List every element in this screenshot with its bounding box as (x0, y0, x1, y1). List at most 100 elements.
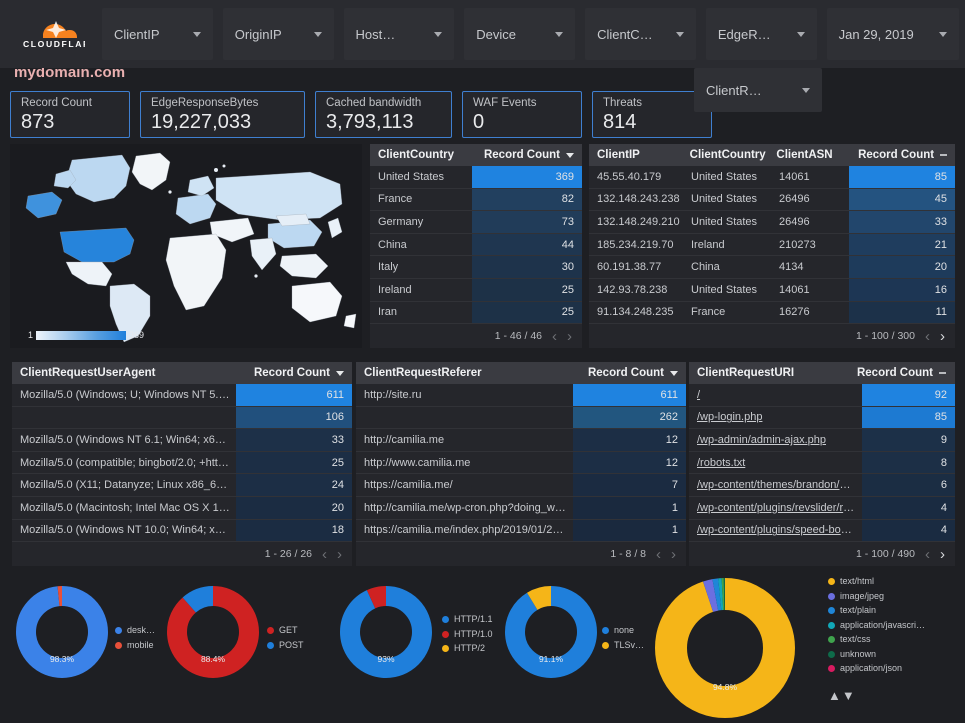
filter-device[interactable]: Device (464, 8, 576, 60)
legend-item[interactable]: HTTP/2 (442, 643, 492, 655)
legend-item[interactable]: POST (267, 640, 304, 652)
table-row[interactable]: Iran 25 (370, 301, 582, 325)
scorecard-record-count[interactable]: Record Count 873 (10, 91, 130, 138)
table-row[interactable]: / 92 (689, 384, 955, 407)
prev-page-button[interactable]: ‹ (656, 545, 661, 563)
next-page-button[interactable]: › (567, 327, 572, 345)
legend-item[interactable]: GET (267, 625, 304, 637)
table-row[interactable]: China 44 (370, 233, 582, 257)
sort-indicator-icon[interactable] (939, 372, 946, 374)
legend-item[interactable]: mobile (115, 640, 155, 652)
legend-item[interactable]: text/html (828, 576, 925, 588)
table-row[interactable]: 91.134.248.235 France 16276 11 (589, 301, 955, 325)
table-row[interactable]: Mozilla/5.0 (Windows; U; Windows NT 5.1;… (12, 384, 352, 407)
table-row[interactable]: http://camilia.me 12 (356, 429, 686, 452)
next-page-button[interactable]: › (940, 327, 945, 345)
filter-originip[interactable]: OriginIP (222, 8, 334, 60)
legend-item[interactable]: text/css (828, 634, 925, 646)
column-header-record-count[interactable]: Record Count (483, 149, 560, 161)
column-header-useragent[interactable]: ClientRequestUserAgent (20, 367, 156, 379)
table-row[interactable]: 185.234.219.70 Ireland 210273 21 (589, 233, 955, 257)
table-row[interactable]: 132.148.249.210 United States 26496 33 (589, 211, 955, 234)
table-row[interactable]: /robots.txt 8 (689, 451, 955, 475)
table-row[interactable]: Mozilla/5.0 (Macintosh; Intel Mac OS X 1… (12, 496, 352, 520)
table-row[interactable]: 106 (12, 406, 352, 430)
column-header-referer[interactable]: ClientRequestReferer (364, 367, 482, 379)
filter-clientcountry[interactable]: ClientC… (585, 8, 696, 60)
legend-item[interactable]: image/jpeg (828, 591, 925, 603)
cell-uri[interactable]: /wp-content/themes/brandon/plu… (697, 479, 862, 492)
legend-item[interactable]: application/json (828, 663, 925, 675)
chart-device-type[interactable]: 98.3% (16, 586, 108, 683)
table-row[interactable]: https://camilia.me/ 7 (356, 474, 686, 497)
column-header-clientip[interactable]: ClientIP (597, 149, 640, 161)
chart-content-type[interactable]: 94.8% (655, 578, 795, 723)
prev-page-button[interactable]: ‹ (322, 545, 327, 563)
table-row[interactable]: 262 (356, 406, 686, 430)
column-header-clientcountry[interactable]: ClientCountry (689, 149, 766, 161)
cell-uri[interactable]: /robots.txt (697, 456, 746, 469)
chart-http-version[interactable]: 93% (340, 586, 432, 683)
table-row[interactable]: 45.55.40.179 United States 14061 85 (589, 166, 955, 189)
sort-caret-icon[interactable] (566, 152, 574, 158)
cell-uri[interactable]: /wp-admin/admin-ajax.php (697, 433, 827, 446)
legend-item[interactable]: text/plain (828, 605, 925, 617)
column-header-uri[interactable]: ClientRequestURI (697, 367, 795, 379)
chart-tls-version[interactable]: 91.1% (505, 586, 597, 683)
legend-item[interactable]: HTTP/1.0 (442, 629, 493, 641)
next-page-button[interactable]: › (337, 545, 342, 563)
table-row[interactable]: http://www.camilia.me 12 (356, 451, 686, 475)
prev-page-button[interactable]: ‹ (925, 327, 930, 345)
column-header-clientcountry[interactable]: ClientCountry (378, 149, 455, 161)
scorecard-waf-events[interactable]: WAF Events 0 (462, 91, 582, 138)
prev-page-button[interactable]: ‹ (552, 327, 557, 345)
filter-clientrequest[interactable]: ClientR… (694, 68, 822, 112)
scorecard-cached-bandwidth[interactable]: Cached bandwidth 3,793,113 (315, 91, 452, 138)
legend-item[interactable]: HTTP/1.1 (442, 614, 493, 626)
column-header-record-count[interactable]: Record Count (587, 367, 664, 379)
cell-uri[interactable]: / (697, 388, 701, 401)
sort-caret-icon[interactable] (336, 370, 344, 376)
table-row[interactable]: https://camilia.me/index.php/2019/01/26/… (356, 519, 686, 543)
table-row[interactable]: http://site.ru 611 (356, 384, 686, 407)
table-row[interactable]: Mozilla/5.0 (compatible; bingbot/2.0; +h… (12, 451, 352, 475)
column-header-record-count[interactable]: Record Count (856, 367, 933, 379)
table-row[interactable]: 142.93.78.238 United States 14061 16 (589, 278, 955, 302)
cell-uri[interactable]: /wp-login.php (697, 411, 763, 424)
table-row[interactable]: /wp-content/plugins/revslider/rs-p… 4 (689, 496, 955, 520)
table-row[interactable]: Italy 30 (370, 256, 582, 279)
sort-caret-icon[interactable] (670, 370, 678, 376)
table-row[interactable]: Mozilla/5.0 (Windows NT 6.1; Win64; x64;… (12, 429, 352, 452)
scorecard-edgeresponsebytes[interactable]: EdgeResponseBytes 19,227,033 (140, 91, 305, 138)
table-row[interactable]: Mozilla/5.0 (X11; Datanyze; Linux x86_64… (12, 474, 352, 497)
legend-item[interactable]: none (602, 625, 644, 637)
legend-item[interactable]: desk… (115, 625, 155, 637)
table-row[interactable]: Germany 73 (370, 211, 582, 234)
legend-item[interactable]: unknown (828, 649, 925, 661)
table-row[interactable]: France 82 (370, 188, 582, 212)
next-page-button[interactable]: › (940, 545, 945, 563)
sort-indicator-icon[interactable] (940, 154, 947, 156)
world-map-panel[interactable]: 1 369 (10, 144, 362, 348)
column-header-record-count[interactable]: Record Count (253, 367, 330, 379)
prev-page-button[interactable]: ‹ (925, 545, 930, 563)
filter-clientip[interactable]: ClientIP (102, 8, 213, 60)
cell-uri[interactable]: /wp-content/plugins/speed-booste… (697, 524, 862, 537)
legend-sort-arrows-icon[interactable]: ▲▼ (828, 688, 856, 703)
legend-item[interactable]: application/javascri… (828, 620, 925, 632)
scorecard-threats[interactable]: Threats 814 (592, 91, 712, 138)
filter-edgeresponse[interactable]: EdgeR… (705, 8, 817, 60)
table-row[interactable]: /wp-admin/admin-ajax.php 9 (689, 429, 955, 452)
table-row[interactable]: 132.148.243.238 United States 26496 45 (589, 188, 955, 212)
filter-host[interactable]: Host… (343, 8, 455, 60)
table-row[interactable]: http://camilia.me/wp-cron.php?doing_wp_c… (356, 496, 686, 520)
column-header-record-count[interactable]: Record Count (858, 149, 935, 161)
table-row[interactable]: /wp-login.php 85 (689, 406, 955, 430)
filter-date-range[interactable]: Jan 29, 2019 (826, 8, 960, 60)
legend-item[interactable]: TLSv… (602, 640, 644, 652)
column-header-clientasn[interactable]: ClientASN (776, 149, 833, 161)
chart-http-method[interactable]: 88.4% (167, 586, 259, 683)
table-row[interactable]: /wp-content/plugins/speed-booste… 4 (689, 519, 955, 543)
table-row[interactable]: /wp-content/themes/brandon/plu… 6 (689, 474, 955, 497)
table-row[interactable]: Ireland 25 (370, 278, 582, 302)
